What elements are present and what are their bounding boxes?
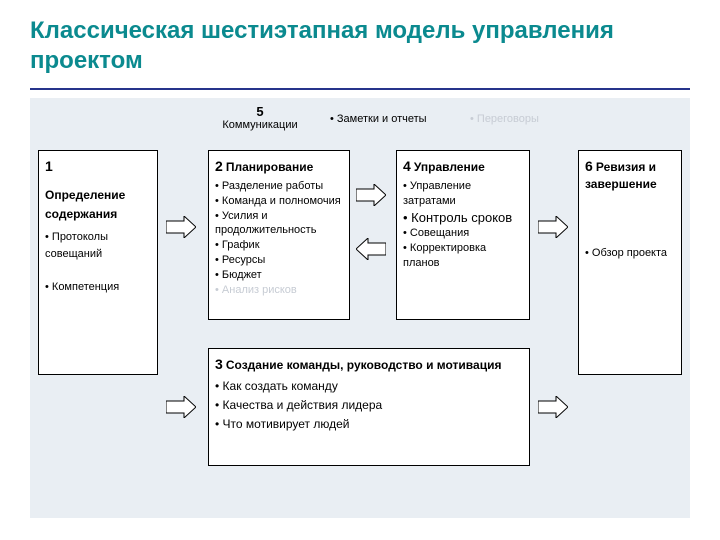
box-1-definition: 1 Определение содержания • Протоколы сов… <box>38 150 158 375</box>
top-note-b: • Переговоры <box>470 113 539 125</box>
slide-title: Классическая шестиэтапная модель управле… <box>0 0 720 84</box>
list-item: Команда и полномочия <box>215 194 343 209</box>
arrow-1-to-2 <box>166 216 196 238</box>
box4-num: 4 <box>403 158 411 174</box>
box2-head: Планирование <box>226 160 313 174</box>
arrow-3-to-6 <box>538 396 568 418</box>
list-item: Что мотивирует людей <box>215 415 523 434</box>
stage5-num: 5 <box>210 104 310 119</box>
box3-list: Как создать командуКачества и действия л… <box>215 377 523 435</box>
arrow-4-to-6 <box>538 216 568 238</box>
box-2-planning: 2 Планирование Разделение работыКоманда … <box>208 150 350 320</box>
box3-num: 3 <box>215 356 223 372</box>
box-6-revision: 6 Ревизия и завершение Обзор проекта <box>578 150 682 375</box>
list-item: • Компетенция <box>45 280 151 295</box>
arrow-4-to-2 <box>356 238 386 260</box>
box4-list: Управление затратамиКонтроль сроковСовещ… <box>403 179 523 271</box>
list-item: График <box>215 238 343 253</box>
top-note-a: • Заметки и отчеты <box>330 113 427 125</box>
list-item: совещаний <box>45 247 151 262</box>
box1-head: Определение содержания <box>45 186 151 224</box>
diagram-canvas: 5 Коммуникации • Заметки и отчеты • Пере… <box>30 98 690 518</box>
box1-list: • Протоколы совещаний • Компетенция <box>45 230 151 295</box>
box3-head: Создание команды, руководство и мотиваци… <box>226 358 502 372</box>
arrow-2-to-4 <box>356 184 386 206</box>
list-item: Разделение работы <box>215 179 343 194</box>
list-item: Усилия и продолжительность <box>215 209 343 239</box>
box6-num: 6 <box>585 158 593 174</box>
box4-head: Управление <box>414 160 485 174</box>
title-underline <box>30 88 690 90</box>
box-3-team: 3 Создание команды, руководство и мотива… <box>208 348 530 466</box>
stage5-text: Коммуникации <box>222 119 297 131</box>
box6-list: Обзор проекта <box>585 246 675 261</box>
box2-list: Разделение работыКоманда и полномочияУси… <box>215 179 343 298</box>
box2-num: 2 <box>215 158 223 174</box>
list-item: Как создать команду <box>215 377 523 396</box>
list-item: Анализ рисков <box>215 283 343 298</box>
list-item: Управление затратами <box>403 179 523 209</box>
list-item: • Протоколы <box>45 230 151 245</box>
box-4-management: 4 Управление Управление затратамиКонтрол… <box>396 150 530 320</box>
stage5-label: 5 Коммуникации <box>210 104 310 131</box>
list-item: Качества и действия лидера <box>215 396 523 415</box>
box6-head: Ревизия и завершение <box>585 160 657 191</box>
list-item: Обзор проекта <box>585 246 675 261</box>
list-item: Бюджет <box>215 268 343 283</box>
list-item: Корректировка планов <box>403 241 523 271</box>
list-item: Ресурсы <box>215 253 343 268</box>
list-item: Контроль сроков <box>403 209 523 227</box>
arrow-1-to-3 <box>166 396 196 418</box>
box1-num: 1 <box>45 158 53 174</box>
list-item: Совещания <box>403 226 523 241</box>
